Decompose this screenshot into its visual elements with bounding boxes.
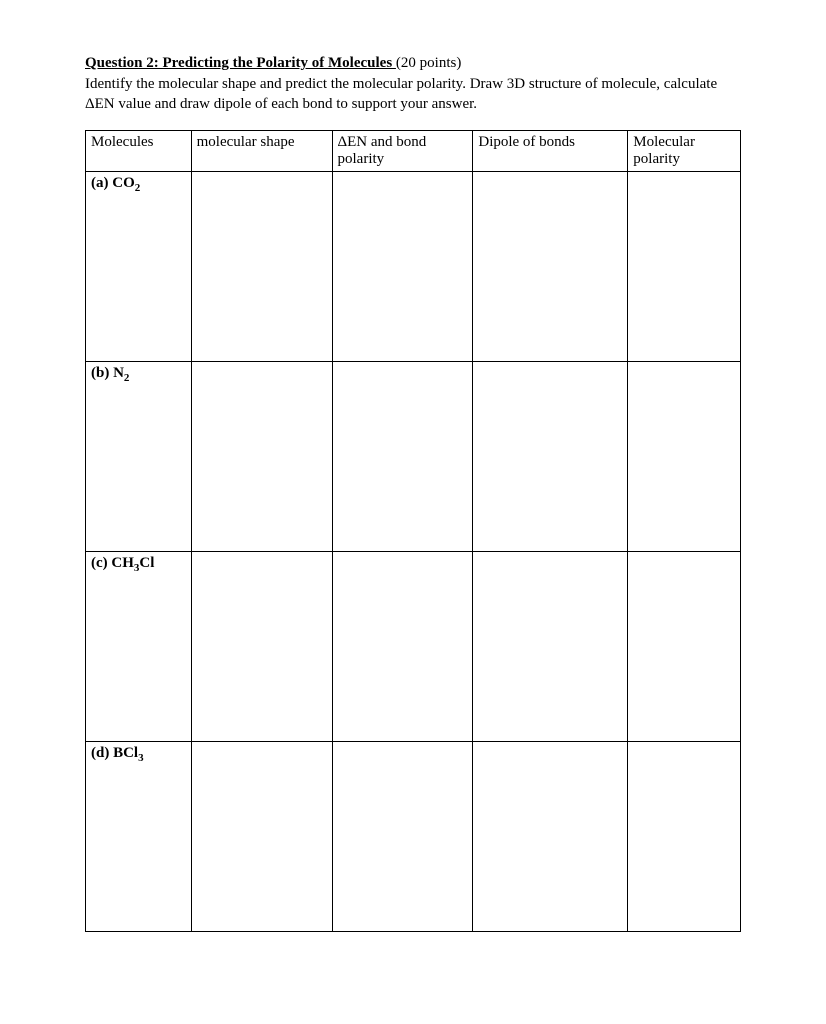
table-header-row: Molecules molecular shape ΔEN and bond p… bbox=[86, 131, 741, 172]
shape-cell-d bbox=[191, 742, 332, 932]
header-en: ΔEN and bond polarity bbox=[332, 131, 473, 172]
shape-cell-b bbox=[191, 362, 332, 552]
polarity-table: Molecules molecular shape ΔEN and bond p… bbox=[85, 130, 741, 932]
en-cell-a bbox=[332, 172, 473, 362]
molecule-cell-d: (d) BCl3 bbox=[86, 742, 192, 932]
table-row: (a) CO2 bbox=[86, 172, 741, 362]
molecule-label-d: (d) BCl3 bbox=[91, 745, 144, 761]
molecule-label-c: (c) CH3Cl bbox=[91, 555, 154, 571]
header-dipole: Dipole of bonds bbox=[473, 131, 628, 172]
dipole-cell-b bbox=[473, 362, 628, 552]
molecule-cell-b: (b) N2 bbox=[86, 362, 192, 552]
polarity-cell-b bbox=[628, 362, 741, 552]
table-row: (c) CH3Cl bbox=[86, 552, 741, 742]
dipole-cell-d bbox=[473, 742, 628, 932]
en-cell-d bbox=[332, 742, 473, 932]
molecule-cell-a: (a) CO2 bbox=[86, 172, 192, 362]
dipole-cell-a bbox=[473, 172, 628, 362]
table-row: (d) BCl3 bbox=[86, 742, 741, 932]
molecule-label-b: (b) N2 bbox=[91, 365, 129, 381]
molecule-cell-c: (c) CH3Cl bbox=[86, 552, 192, 742]
dipole-cell-c bbox=[473, 552, 628, 742]
question-title: Question 2: Predicting the Polarity of M… bbox=[85, 55, 741, 72]
en-cell-c bbox=[332, 552, 473, 742]
en-cell-b bbox=[332, 362, 473, 552]
molecule-label-a: (a) CO2 bbox=[91, 175, 140, 191]
polarity-cell-a bbox=[628, 172, 741, 362]
shape-cell-c bbox=[191, 552, 332, 742]
title-points: (20 points) bbox=[396, 55, 461, 71]
polarity-cell-d bbox=[628, 742, 741, 932]
question-instructions: Identify the molecular shape and predict… bbox=[85, 75, 741, 114]
table-row: (b) N2 bbox=[86, 362, 741, 552]
title-text: Question 2: Predicting the Polarity of M… bbox=[85, 55, 396, 71]
header-polarity: Molecular polarity bbox=[628, 131, 741, 172]
header-shape: molecular shape bbox=[191, 131, 332, 172]
header-molecules: Molecules bbox=[86, 131, 192, 172]
shape-cell-a bbox=[191, 172, 332, 362]
polarity-cell-c bbox=[628, 552, 741, 742]
